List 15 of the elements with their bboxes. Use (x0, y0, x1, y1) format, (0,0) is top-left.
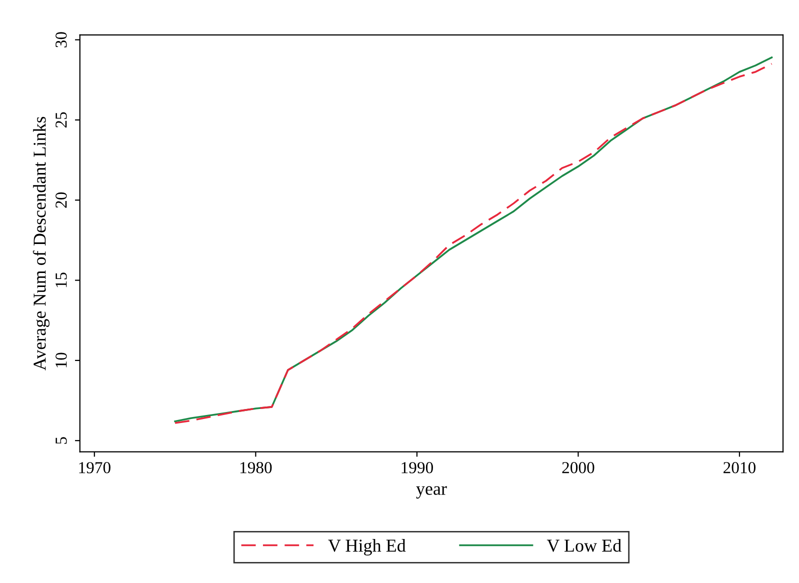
x-tick-label: 1970 (79, 462, 110, 474)
x-tick-label: 1990 (402, 462, 433, 474)
y-tick-label: 15 (56, 272, 67, 288)
y-axis-title: Average Num of Descendant Links (32, 116, 50, 370)
y-tick-label: 30 (56, 32, 67, 48)
x-tick-label: 1980 (240, 462, 272, 474)
y-tick-label: 5 (56, 437, 67, 444)
x-axis-title: year (416, 486, 447, 499)
y-tick-label: 10 (56, 352, 67, 368)
legend-label: V Low Ed (546, 539, 622, 552)
legend-label: V High Ed (328, 539, 406, 556)
y-tick-label: 20 (56, 192, 67, 208)
x-tick-label: 2010 (724, 462, 756, 474)
y-tick-label: 25 (56, 112, 67, 128)
x-tick-label: 2000 (562, 462, 594, 474)
